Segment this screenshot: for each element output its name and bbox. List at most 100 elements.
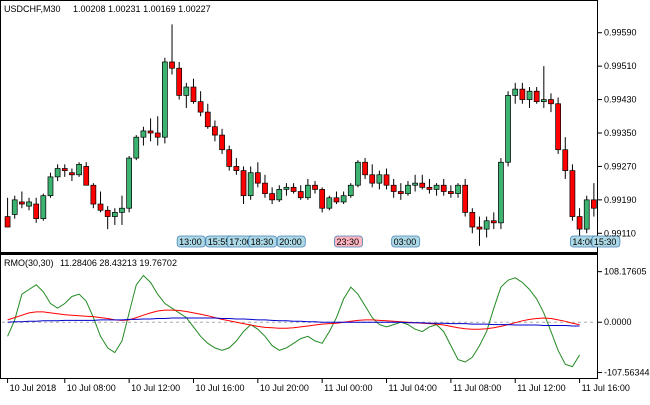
candle xyxy=(11,195,18,219)
candle xyxy=(533,87,540,104)
candle xyxy=(111,208,118,225)
candle xyxy=(176,61,183,100)
candle-body xyxy=(283,186,290,190)
candle xyxy=(69,168,75,182)
candle xyxy=(505,91,511,167)
indicator-name-header: RMO(30,30) xyxy=(4,258,54,268)
candle xyxy=(340,191,347,205)
candle-body xyxy=(555,103,561,151)
candle-body xyxy=(61,168,68,171)
main-plot-frame xyxy=(0,0,598,253)
candle xyxy=(383,168,390,190)
session-label: 20:00 xyxy=(276,235,306,248)
candle-body xyxy=(4,216,11,228)
candle-body xyxy=(312,184,318,190)
candle-body xyxy=(97,203,104,211)
candle xyxy=(390,178,397,198)
candle xyxy=(512,82,519,104)
session-label-box xyxy=(591,235,621,248)
candle-body xyxy=(576,216,583,230)
candle xyxy=(233,158,240,175)
session-label-box xyxy=(248,235,278,248)
session-label-box xyxy=(334,235,363,248)
candle-body xyxy=(469,212,476,228)
candle xyxy=(212,120,218,142)
candle xyxy=(283,183,290,196)
candle xyxy=(548,93,554,113)
candle-body xyxy=(54,168,61,178)
price-tick-label: 0.99510 xyxy=(604,61,637,71)
candle xyxy=(54,164,61,182)
candle xyxy=(240,166,247,205)
candle-body xyxy=(219,134,225,151)
candle-body xyxy=(362,161,368,176)
candle xyxy=(433,183,440,196)
candle-body xyxy=(526,90,533,100)
indicator-series-line xyxy=(7,317,580,327)
candle-body xyxy=(519,88,526,100)
indicator-values-header: 11.28406 28.43213 19.76702 xyxy=(60,258,177,268)
candles-layer xyxy=(4,24,597,246)
session-label: 03:00 xyxy=(391,235,421,248)
candle-body xyxy=(197,101,204,113)
candle-body xyxy=(111,212,118,217)
candle xyxy=(462,178,469,217)
time-tick-label: 11 Jul 12:00 xyxy=(517,383,565,393)
price-tick-label: 0.99190 xyxy=(604,195,637,205)
candle xyxy=(483,216,490,238)
indicator-tick-label: -107.56344 xyxy=(604,368,650,378)
candle xyxy=(197,91,204,117)
candle-body xyxy=(347,184,354,197)
time-tick-label: 11 Jul 04:00 xyxy=(389,383,437,393)
candle-body xyxy=(462,184,469,213)
candle-body xyxy=(254,172,261,184)
candle xyxy=(76,162,82,177)
candle-body xyxy=(262,182,268,194)
candle xyxy=(83,162,90,186)
candle xyxy=(276,185,283,202)
candle xyxy=(19,191,25,209)
candle-body xyxy=(412,182,418,186)
candle xyxy=(498,158,504,230)
candle xyxy=(326,195,333,211)
candle xyxy=(61,164,68,177)
candle-body xyxy=(533,90,540,103)
candle xyxy=(319,187,326,213)
candle-body xyxy=(19,201,25,205)
candle-body xyxy=(305,184,311,199)
indicator-series-line xyxy=(7,274,581,368)
indicator-tick-label: 108.17605 xyxy=(604,267,647,277)
candle xyxy=(297,185,304,200)
candle xyxy=(97,191,104,213)
candle-body xyxy=(11,199,18,215)
candle-body xyxy=(483,220,490,230)
candle-body xyxy=(33,203,40,220)
time-tick-label: 11 Jul 16:00 xyxy=(582,383,630,393)
candle-body xyxy=(269,193,275,201)
candle xyxy=(569,164,576,221)
candle-body xyxy=(162,61,168,138)
candle xyxy=(254,162,261,188)
candle-body xyxy=(440,184,447,192)
session-label-box xyxy=(276,235,306,248)
candle-body xyxy=(176,67,183,96)
candle-body xyxy=(104,209,111,217)
candle-body xyxy=(405,184,411,194)
candle xyxy=(448,185,454,198)
candle xyxy=(305,178,311,200)
candle-body xyxy=(290,186,297,192)
candle xyxy=(426,178,433,194)
candle xyxy=(219,128,225,154)
candle-body xyxy=(512,88,519,96)
candle xyxy=(455,183,461,198)
session-label: 18:30 xyxy=(248,235,278,248)
candle-body xyxy=(562,149,569,171)
candle xyxy=(591,183,597,217)
candle-body xyxy=(140,130,147,138)
candle xyxy=(190,78,197,104)
candle-body xyxy=(540,99,547,103)
session-label-text: 13:00 xyxy=(179,237,202,247)
candle xyxy=(397,183,404,200)
price-tick-label: 0.99430 xyxy=(604,95,637,105)
